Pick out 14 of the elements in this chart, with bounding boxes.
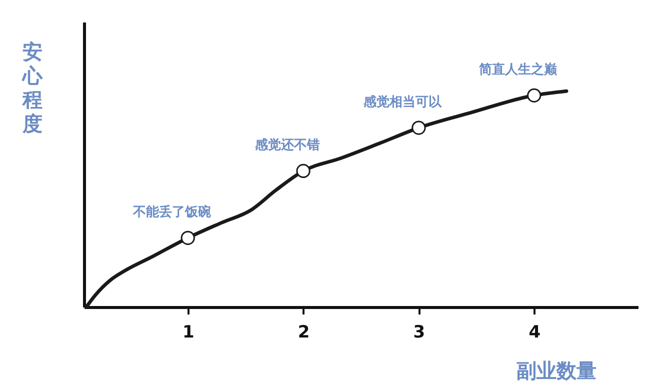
point	[296, 164, 310, 178]
annotation: 简直人生之巅	[478, 61, 558, 78]
x-tick-label: 3	[413, 322, 426, 342]
annotation: 不能丢了饭碗	[132, 204, 211, 220]
point	[412, 120, 426, 135]
annotation: 感觉还不错	[254, 136, 320, 153]
x-axis-title: 副业数量	[516, 358, 596, 382]
y-axis-title: 安心程度	[22, 40, 44, 136]
x-tick-label: 1	[182, 322, 194, 342]
annotation: 感觉相当可以	[362, 94, 443, 110]
point	[180, 230, 195, 245]
x-tick-label: 4	[528, 322, 541, 342]
point	[527, 88, 542, 102]
x-tick-label: 2	[298, 322, 310, 342]
